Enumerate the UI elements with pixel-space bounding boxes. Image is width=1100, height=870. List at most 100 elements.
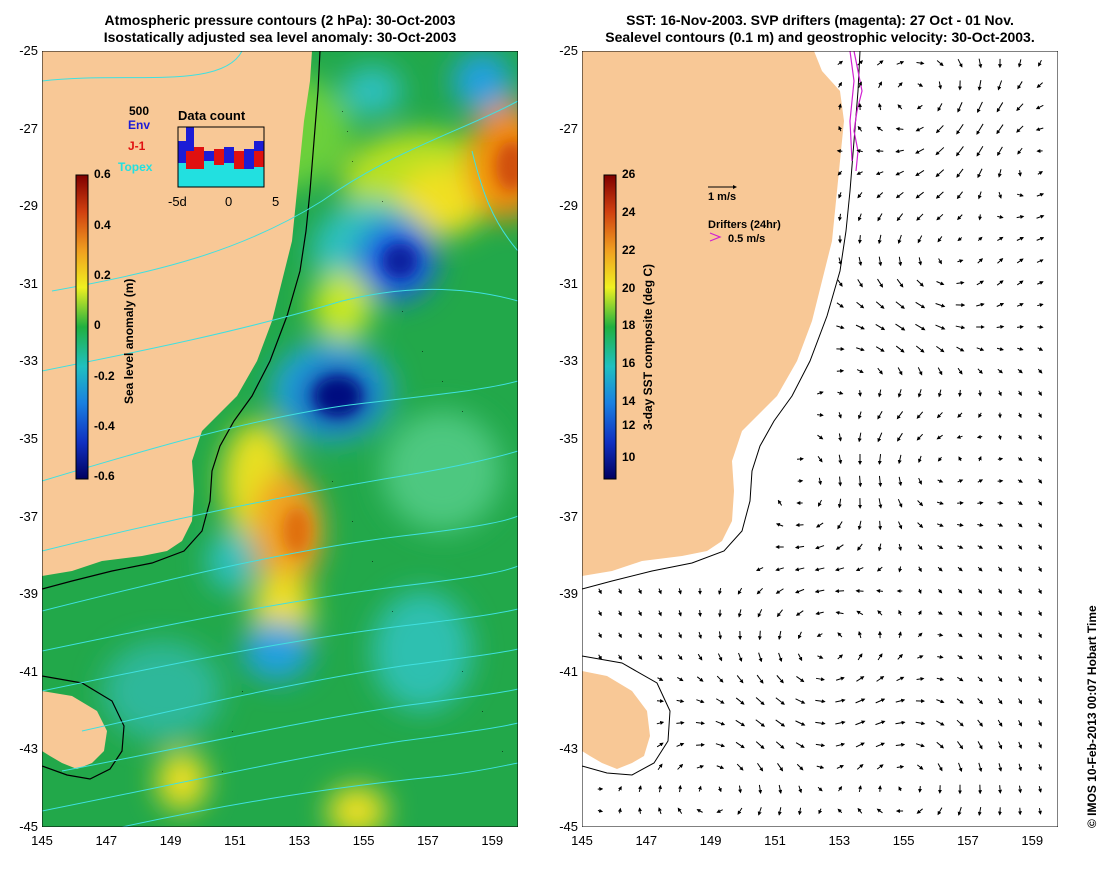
velocity-arrow	[936, 699, 945, 704]
velocity-arrow	[915, 126, 924, 132]
velocity-arrow	[855, 720, 866, 726]
tasmania-land	[42, 691, 107, 769]
velocity-arrow	[895, 301, 905, 309]
velocity-arrow	[897, 454, 902, 465]
velocity-arrow	[837, 103, 842, 110]
velocity-arrow	[838, 257, 843, 266]
velocity-arrow	[1016, 103, 1024, 112]
velocity-arrow	[977, 654, 983, 660]
velocity-arrow	[795, 588, 805, 594]
velocity-arrow	[718, 587, 722, 595]
velocity-arrow	[876, 764, 884, 770]
velocity-arrow	[717, 786, 722, 793]
velocity-arrow	[796, 676, 805, 683]
velocity-arrow	[836, 302, 844, 308]
velocity-arrow	[977, 191, 982, 200]
velocity-arrow	[1038, 742, 1042, 749]
velocity-arrow	[836, 765, 845, 769]
velocity-arrow	[857, 807, 863, 814]
right-y-tick-label: -37	[559, 508, 578, 524]
right-y-tick-label: -25	[559, 43, 578, 58]
velocity-arrow	[996, 280, 1004, 286]
velocity-arrow	[977, 456, 982, 462]
velocity-arrow	[797, 653, 803, 662]
velocity-arrow	[795, 720, 806, 726]
velocity-arrow	[795, 742, 805, 748]
velocity-arrow	[737, 609, 742, 618]
velocity-arrow	[937, 763, 943, 772]
velocity-arrow	[598, 588, 602, 595]
velocity-arrow	[878, 475, 883, 488]
velocity-arrow	[877, 610, 883, 616]
velocity-arrow	[837, 213, 842, 222]
velocity-arrow	[998, 785, 1003, 794]
velocity-arrow	[958, 456, 963, 462]
velocity-arrow	[997, 146, 1003, 157]
velocity-arrow	[875, 346, 885, 352]
velocity-arrow	[1037, 347, 1044, 351]
australia-land	[582, 51, 844, 576]
velocity-arrow	[857, 432, 862, 443]
velocity-arrow	[857, 192, 863, 199]
velocity-arrow	[915, 301, 926, 309]
data-count-title: Data count	[178, 108, 246, 123]
velocity-arrow	[957, 214, 963, 221]
velocity-arrow	[638, 610, 642, 617]
data-count-histogram	[170, 126, 270, 191]
right-y-tick-label: -43	[559, 741, 578, 757]
velocity-arrow	[1017, 501, 1023, 505]
velocity-arrow	[857, 411, 862, 420]
velocity-arrow	[957, 655, 964, 660]
velocity-arrow	[895, 323, 906, 331]
velocity-arrow	[898, 786, 903, 792]
velocity-arrow	[776, 675, 784, 684]
velocity-arrow	[835, 742, 846, 747]
velocity-arrow	[895, 742, 906, 747]
left-x-tick-label: 155	[352, 833, 375, 848]
velocity-arrow	[778, 784, 783, 794]
velocity-arrow	[996, 324, 1005, 329]
velocity-arrow	[1038, 698, 1042, 705]
velocity-arrow	[775, 741, 785, 749]
velocity-arrow	[698, 609, 702, 617]
velocity-arrow	[1035, 127, 1044, 132]
velocity-arrow	[937, 367, 943, 376]
velocity-arrow	[1018, 566, 1022, 573]
velocity-arrow	[916, 104, 923, 110]
velocity-arrow	[875, 323, 886, 331]
velocity-arrow	[898, 566, 903, 573]
velocity-arrow	[858, 631, 862, 639]
velocity-arrow	[855, 742, 865, 748]
velocity-arrow	[857, 60, 864, 66]
velocity-arrow	[957, 367, 963, 375]
velocity-arrow	[696, 765, 705, 769]
velocity-arrow	[998, 566, 1003, 572]
velocity-arrow	[875, 301, 885, 309]
velocity-arrow	[716, 698, 725, 704]
velocity-arrow	[937, 478, 944, 483]
velocity-arrow	[978, 412, 982, 418]
velocity-arrow	[696, 742, 705, 747]
velocity-arrow	[797, 631, 802, 640]
velocity-arrow	[976, 145, 984, 157]
velocity-arrow	[856, 301, 865, 309]
velocity-arrow	[936, 741, 945, 749]
left-y-tick-label: -27	[19, 120, 38, 136]
velocity-arrow	[1017, 522, 1023, 528]
velocity-arrow	[1017, 456, 1023, 462]
velocity-arrow	[775, 567, 784, 572]
velocity-arrow	[815, 611, 824, 616]
cb-right-tick: 16	[622, 356, 636, 370]
velocity-arrow	[835, 567, 845, 572]
velocity-arrow	[856, 676, 865, 682]
velocity-arrow	[937, 103, 943, 112]
velocity-arrow	[1037, 303, 1044, 307]
velocity-arrow	[618, 654, 623, 660]
velocity-arrow	[976, 280, 985, 286]
velocity-arrow	[837, 390, 844, 395]
velocity-arrow	[756, 587, 763, 595]
velocity-arrow	[1018, 544, 1023, 550]
velocity-arrow	[1016, 280, 1024, 286]
cb-left-tick: 0.2	[94, 268, 111, 282]
velocity-arrow	[977, 545, 984, 549]
